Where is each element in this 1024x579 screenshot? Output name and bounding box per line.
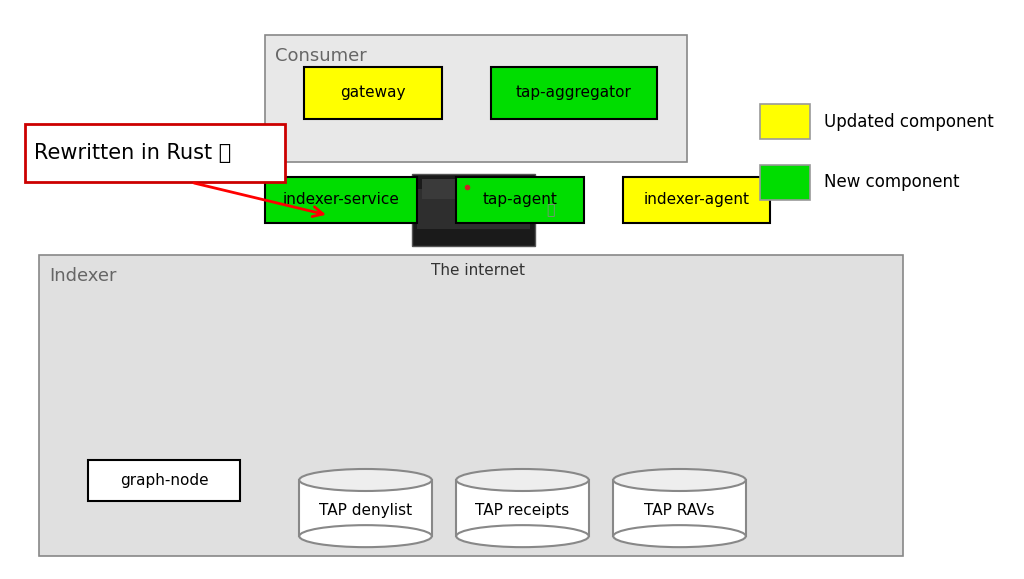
- FancyBboxPatch shape: [265, 177, 417, 223]
- Text: Consumer: Consumer: [274, 47, 367, 65]
- FancyBboxPatch shape: [623, 177, 770, 223]
- FancyBboxPatch shape: [304, 67, 441, 119]
- Text: TAP RAVs: TAP RAVs: [644, 504, 715, 518]
- FancyBboxPatch shape: [417, 189, 529, 229]
- Ellipse shape: [299, 525, 432, 547]
- Text: The internet: The internet: [431, 263, 525, 278]
- Text: Rewritten in Rust 🥳: Rewritten in Rust 🥳: [35, 144, 231, 163]
- Text: indexer-service: indexer-service: [283, 192, 399, 207]
- FancyBboxPatch shape: [39, 255, 903, 556]
- FancyBboxPatch shape: [265, 35, 687, 162]
- FancyBboxPatch shape: [299, 480, 432, 536]
- Ellipse shape: [299, 469, 432, 491]
- Ellipse shape: [457, 469, 589, 491]
- FancyBboxPatch shape: [761, 165, 810, 200]
- FancyBboxPatch shape: [88, 460, 241, 501]
- Text: New component: New component: [824, 173, 959, 192]
- FancyBboxPatch shape: [422, 179, 525, 199]
- Ellipse shape: [457, 525, 589, 547]
- FancyBboxPatch shape: [457, 177, 584, 223]
- FancyBboxPatch shape: [25, 124, 285, 182]
- Text: gateway: gateway: [340, 85, 406, 100]
- Ellipse shape: [613, 525, 745, 547]
- Text: ⌖: ⌖: [547, 203, 555, 217]
- Text: Indexer: Indexer: [49, 267, 117, 285]
- FancyBboxPatch shape: [412, 174, 535, 246]
- FancyBboxPatch shape: [457, 480, 589, 536]
- Text: TAP receipts: TAP receipts: [475, 504, 569, 518]
- FancyBboxPatch shape: [490, 67, 657, 119]
- Ellipse shape: [613, 469, 745, 491]
- Text: graph-node: graph-node: [120, 473, 209, 488]
- Text: indexer-agent: indexer-agent: [644, 192, 750, 207]
- FancyBboxPatch shape: [761, 104, 810, 139]
- Text: TAP denylist: TAP denylist: [318, 504, 412, 518]
- Text: tap-agent: tap-agent: [482, 192, 557, 207]
- FancyBboxPatch shape: [613, 480, 745, 536]
- Text: tap-aggregator: tap-aggregator: [516, 85, 632, 100]
- Text: Updated component: Updated component: [824, 112, 994, 131]
